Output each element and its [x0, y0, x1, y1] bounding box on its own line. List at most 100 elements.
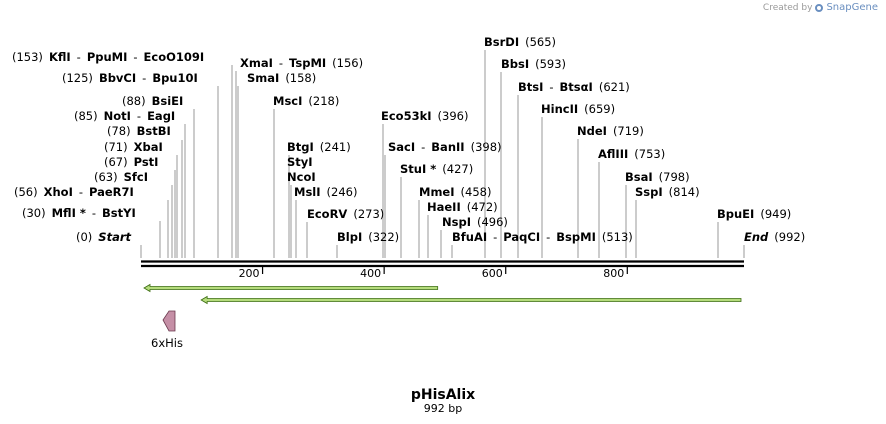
site-label-btgi[interactable]: BtgI (241) — [287, 140, 351, 154]
site-label-kfli[interactable]: (153) KflI - PpuMI - EcoO109I — [12, 50, 204, 64]
enzyme-name[interactable]: SacI — [388, 140, 415, 154]
site-position: (156) — [332, 56, 363, 70]
enzyme-name[interactable]: BbsI — [501, 57, 529, 71]
enzyme-name[interactable]: BpuEI — [717, 207, 754, 221]
site-label-eco53ki[interactable]: Eco53kI (396) — [381, 109, 468, 123]
site-position: (719) — [613, 124, 644, 138]
enzyme-name[interactable]: BstBI — [137, 124, 171, 138]
enzyme-name[interactable]: PpuMI — [87, 50, 128, 64]
site-label-end[interactable]: End (992) — [744, 230, 805, 244]
site-label-bfuai[interactable]: BfuAI - PaqCI - BspMI (513) — [452, 230, 633, 244]
site-label-bbvci[interactable]: (125) BbvCI - Bpu10I — [62, 71, 198, 85]
enzyme-name[interactable]: BtsαI — [560, 80, 593, 94]
enzyme-name[interactable]: StyI — [287, 155, 313, 169]
site-label-msci[interactable]: MscI (218) — [273, 94, 339, 108]
site-label-afliii[interactable]: AflIII (753) — [598, 147, 665, 161]
enzyme-name[interactable]: EagI — [147, 109, 175, 123]
site-position: (472) — [467, 200, 498, 214]
enzyme-name[interactable]: MscI — [273, 94, 302, 108]
enzyme-name[interactable]: BspMI — [556, 230, 596, 244]
site-label-bbsi[interactable]: BbsI (593) — [501, 57, 566, 71]
enzyme-name[interactable]: EcoRV — [307, 207, 347, 221]
enzyme-name[interactable]: BtgI — [287, 140, 314, 154]
feature-arrow-2[interactable] — [200, 295, 742, 305]
site-position: (992) — [774, 230, 805, 244]
enzyme-name[interactable]: XhoI — [44, 185, 73, 199]
enzyme-name[interactable]: BfuAI — [452, 230, 487, 244]
site-label-msli[interactable]: MslI (246) — [294, 185, 357, 199]
enzyme-name[interactable]: BsiEI — [152, 94, 184, 108]
enzyme-name[interactable]: Eco53kI — [381, 109, 432, 123]
site-label-bpuei[interactable]: BpuEI (949) — [717, 207, 791, 221]
feature-arrow-1[interactable] — [143, 283, 439, 293]
site-label-mmei[interactable]: MmeI (458) — [419, 185, 491, 199]
site-label-xmai[interactable]: XmaI - TspMI (156) — [240, 56, 363, 70]
enzyme-name[interactable]: StuI * — [400, 162, 436, 176]
site-label-stui[interactable]: StuI * (427) — [400, 162, 473, 176]
site-label-ncoi[interactable]: NcoI — [287, 170, 316, 184]
axis-tick-label: 600 — [482, 267, 503, 280]
site-label-haeii[interactable]: HaeII (472) — [427, 200, 498, 214]
enzyme-name[interactable]: EcoO109I — [144, 50, 205, 64]
site-position: - — [142, 71, 146, 85]
enzyme-name[interactable]: SfcI — [124, 170, 148, 184]
enzyme-name[interactable]: BtsI — [518, 80, 543, 94]
enzyme-name[interactable]: MslI — [294, 185, 321, 199]
enzyme-name[interactable]: Bpu10I — [152, 71, 197, 85]
site-label-blpi[interactable]: BlpI (322) — [337, 230, 399, 244]
site-position: - — [546, 230, 550, 244]
site-leader-lines — [140, 50, 745, 258]
site-label-hincii[interactable]: HincII (659) — [541, 102, 615, 116]
site-label-xhoi[interactable]: (56) XhoI - PaeR7I — [14, 185, 134, 199]
enzyme-name[interactable]: End — [744, 230, 769, 244]
site-position: (753) — [634, 147, 665, 161]
enzyme-name[interactable]: KflI — [49, 50, 71, 64]
enzyme-name[interactable]: SmaI — [247, 71, 279, 85]
site-label-psti[interactable]: (67) PstI — [104, 155, 158, 169]
enzyme-name[interactable]: BsaI — [625, 170, 653, 184]
axis-tick-label: 400 — [360, 267, 381, 280]
site-label-smai[interactable]: SmaI (158) — [247, 71, 316, 85]
enzyme-name[interactable]: XmaI — [240, 56, 273, 70]
site-label-sfci[interactable]: (63) SfcI — [94, 170, 148, 184]
enzyme-name[interactable]: XbaI — [134, 140, 163, 154]
enzyme-name[interactable]: BlpI — [337, 230, 362, 244]
site-label-ecorv[interactable]: EcoRV (273) — [307, 207, 384, 221]
site-label-btsi[interactable]: BtsI - BtsαI (621) — [518, 80, 630, 94]
enzyme-name[interactable]: PstI — [134, 155, 159, 169]
enzyme-name[interactable]: NcoI — [287, 170, 316, 184]
enzyme-name[interactable]: AflIII — [598, 147, 628, 161]
site-label-nspi[interactable]: NspI (496) — [442, 215, 508, 229]
enzyme-name[interactable]: NotI — [104, 109, 131, 123]
enzyme-name[interactable]: Start — [98, 230, 131, 244]
enzyme-name[interactable]: NdeI — [577, 124, 607, 138]
enzyme-name[interactable]: BsrDI — [484, 35, 519, 49]
his-tag-feature[interactable]: 6xHis — [151, 310, 183, 350]
site-label-styi[interactable]: StyI — [287, 155, 313, 169]
enzyme-name[interactable]: HincII — [541, 102, 578, 116]
enzyme-name[interactable]: SspI — [635, 185, 663, 199]
enzyme-name[interactable]: MmeI — [419, 185, 455, 199]
site-label-sspi[interactable]: SspI (814) — [635, 185, 700, 199]
site-label-ndei[interactable]: NdeI (719) — [577, 124, 644, 138]
site-label-bsai[interactable]: BsaI (798) — [625, 170, 690, 184]
enzyme-name[interactable]: PaeR7I — [89, 185, 134, 199]
enzyme-name[interactable]: BbvCI — [99, 71, 136, 85]
enzyme-name[interactable]: MflI * — [52, 206, 86, 220]
site-label-saci[interactable]: SacI - BanII (398) — [388, 140, 502, 154]
enzyme-name[interactable]: TspMI — [289, 56, 326, 70]
enzyme-name[interactable]: NspI — [442, 215, 471, 229]
site-label-mfli[interactable]: (30) MflI * - BstYI — [22, 206, 136, 220]
site-position: (322) — [368, 230, 399, 244]
site-label-bstbi[interactable]: (78) BstBI — [107, 124, 171, 138]
enzyme-name[interactable]: HaeII — [427, 200, 461, 214]
his-tag-arrow[interactable] — [162, 310, 176, 332]
site-label-bsrdi[interactable]: BsrDI (565) — [484, 35, 556, 49]
enzyme-name[interactable]: PaqCI — [503, 230, 540, 244]
site-label-xbai[interactable]: (71) XbaI — [104, 140, 163, 154]
enzyme-name[interactable]: BanII — [431, 140, 464, 154]
site-label-noti[interactable]: (85) NotI - EagI — [74, 109, 175, 123]
site-label-start[interactable]: (0) Start — [76, 230, 132, 244]
enzyme-name[interactable]: BstYI — [102, 206, 136, 220]
site-label-bsiei[interactable]: (88) BsiEI — [122, 94, 183, 108]
